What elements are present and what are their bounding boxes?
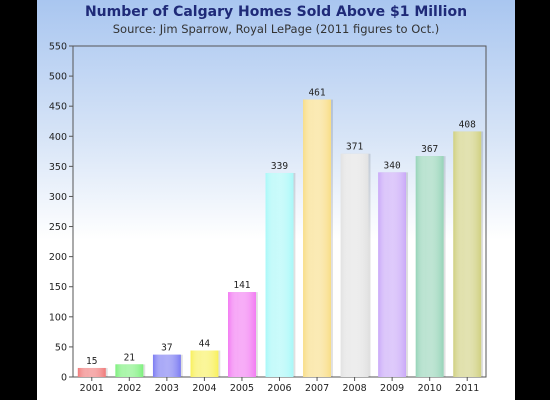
y-tick-label: 250 [49, 222, 67, 233]
x-tick-label: 2011 [455, 383, 479, 394]
data-label: 367 [421, 144, 438, 155]
data-label: 371 [346, 142, 363, 153]
data-label: 340 [384, 160, 401, 171]
y-tick-label: 500 [49, 72, 67, 83]
chart-frame: Number of Calgary Homes Sold Above $1 Mi… [37, 0, 515, 400]
x-tick-label: 2004 [192, 383, 216, 394]
data-label: 37 [161, 343, 172, 354]
data-label: 339 [271, 161, 288, 172]
x-tick-label: 2007 [305, 383, 329, 394]
x-tick-label: 2008 [342, 383, 366, 394]
data-label: 21 [124, 352, 136, 363]
bar-chart: 0 50 100 150 200 250 300 350 400 450 500 550 15 2001 2… [49, 42, 487, 394]
data-label: 15 [86, 356, 97, 367]
chart-title: Number of Calgary Homes Sold Above $1 Mi… [84, 4, 468, 20]
y-tick-label: 300 [49, 192, 67, 203]
y-tick-label: 0 [61, 373, 67, 384]
data-label: 141 [233, 280, 250, 291]
data-label: 44 [199, 339, 211, 350]
data-label: 408 [459, 119, 476, 130]
x-tick-label: 2002 [117, 383, 141, 394]
bar-highlight [265, 172, 294, 377]
x-tick-label: 2009 [380, 383, 404, 394]
chart-subtitle: Source: Jim Sparrow, Royal LePage (2011 … [112, 22, 440, 36]
x-tick-label: 2010 [418, 383, 442, 394]
y-tick-label: 550 [49, 42, 67, 53]
y-tick-label: 400 [49, 132, 67, 143]
y-tick-label: 350 [49, 162, 67, 173]
bar-highlight [415, 156, 444, 377]
y-tick-label: 450 [49, 102, 67, 113]
y-tick-label: 50 [55, 342, 67, 353]
bar-highlight [378, 172, 407, 377]
bar-highlight [77, 367, 106, 377]
x-tick-label: 2005 [230, 383, 254, 394]
y-tick-label: 100 [49, 312, 67, 323]
data-label: 461 [308, 88, 325, 99]
x-tick-label: 2001 [80, 383, 104, 394]
y-tick-label: 200 [49, 252, 67, 263]
bar-highlight [115, 364, 144, 377]
bar-highlight [228, 292, 256, 377]
bar-highlight [453, 131, 482, 377]
bar-highlight [190, 350, 219, 377]
x-tick-label: 2006 [267, 383, 291, 394]
bar-highlight [152, 354, 181, 377]
y-tick-label: 150 [49, 282, 67, 293]
bar-highlight [340, 153, 369, 377]
bar-highlight [303, 99, 331, 377]
x-tick-label: 2003 [155, 383, 179, 394]
